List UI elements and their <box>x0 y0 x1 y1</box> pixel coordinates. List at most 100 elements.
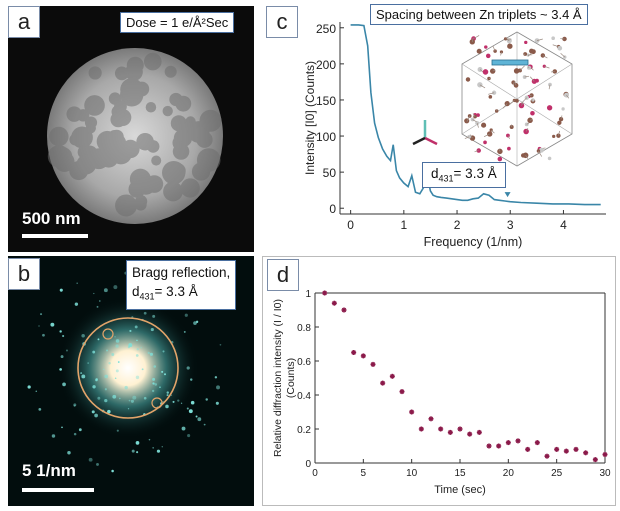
diffraction-spot <box>114 377 117 379</box>
diffraction-spot <box>78 428 82 432</box>
bond <box>492 69 496 72</box>
scatter-point <box>341 307 347 313</box>
x-tick-label: 0 <box>312 468 318 479</box>
bond <box>520 97 528 104</box>
atom <box>529 93 534 98</box>
diffraction-spot <box>106 349 109 352</box>
particle-blob <box>114 100 127 113</box>
particle-blob <box>49 126 69 147</box>
diffraction-spot <box>96 305 99 308</box>
diffraction-spot <box>124 385 128 390</box>
atom <box>530 110 535 116</box>
atom <box>527 117 533 124</box>
diffraction-spot <box>136 451 139 454</box>
tem-image-graphic <box>47 48 223 224</box>
diffraction-spot <box>117 361 120 363</box>
diffraction-spot <box>62 334 65 338</box>
bond <box>528 66 530 68</box>
diffraction-spot <box>81 334 85 338</box>
atom <box>551 36 555 41</box>
x-tick-label: 5 <box>361 468 367 479</box>
d-c: d <box>431 166 439 181</box>
crystal-structure-inset <box>461 31 573 167</box>
diffraction-spot <box>181 426 186 431</box>
bond <box>544 65 550 69</box>
bond <box>483 133 490 137</box>
diffraction-spot <box>216 385 220 390</box>
diffraction-spot <box>143 311 147 315</box>
particle-blob <box>126 56 144 74</box>
diffraction-spot <box>76 282 78 285</box>
diffraction-spot <box>153 365 157 368</box>
panel-d-letter: d <box>267 259 299 291</box>
diffraction-spot <box>116 429 119 432</box>
scatter-point <box>534 440 540 446</box>
diffraction-spot <box>103 288 108 293</box>
x-tick-label: 25 <box>551 468 563 479</box>
particle-blob <box>185 116 196 127</box>
scatter-point <box>322 290 328 296</box>
particle-blob <box>99 148 119 168</box>
bond <box>500 51 502 56</box>
diffraction-spot <box>131 449 135 453</box>
atom <box>524 40 528 45</box>
scatter-point <box>360 353 366 359</box>
atom <box>522 152 529 159</box>
bond <box>498 148 501 152</box>
bond <box>508 100 515 106</box>
scatter-point <box>418 426 424 432</box>
bond <box>513 81 517 86</box>
diffraction-spot <box>186 366 190 370</box>
scatter-point <box>563 448 569 454</box>
atom <box>507 43 513 49</box>
bragg-sub: 431 <box>139 291 155 302</box>
atom <box>497 148 503 155</box>
bond <box>464 136 470 139</box>
diffraction-spot <box>59 330 62 333</box>
bond <box>551 71 555 73</box>
bond <box>474 150 479 153</box>
particle-blob <box>120 78 144 102</box>
particle-blob <box>172 143 190 160</box>
zn-triplet-spacing-marker <box>491 59 529 66</box>
particle-blob <box>84 95 105 116</box>
diffraction-spot <box>195 320 199 323</box>
y-tick-label: 1 <box>305 289 311 300</box>
bragg-spot-marker-2 <box>151 397 163 409</box>
scatter-point <box>438 426 444 432</box>
x-tick-label: 15 <box>454 468 466 479</box>
diffraction-spot <box>161 446 163 448</box>
diffraction-spot <box>115 369 119 373</box>
scatter-point <box>583 450 589 456</box>
scatter-point <box>447 429 453 435</box>
y-axis-label-unit: (Counts) <box>285 358 297 398</box>
panel-b-diffraction: b Bragg reflection, d431= 3.3 Å 5 1/nm <box>8 256 254 506</box>
panel-b-letter: b <box>8 258 40 290</box>
d-sub-c: 431 <box>438 173 454 184</box>
diffraction-spot <box>42 333 45 337</box>
y-tick-label: 50 <box>323 166 337 180</box>
particle-blob <box>129 168 151 190</box>
diffraction-spot <box>162 350 165 353</box>
diffraction-spot <box>190 400 195 405</box>
atom <box>557 45 563 51</box>
bond <box>507 135 510 140</box>
line-chart-svg: 0 1 2 3 4 0 50 100 150 200 250 Frequency (1/nm) Inte… <box>303 22 606 249</box>
bond <box>502 103 508 109</box>
x-tick-label: 4 <box>560 218 567 232</box>
atom <box>484 45 488 49</box>
atom <box>481 122 487 128</box>
atom <box>538 147 544 153</box>
bond <box>560 52 566 58</box>
y-tick-label: 0 <box>305 459 311 470</box>
particle-blob <box>163 181 183 202</box>
diffraction-spot <box>74 302 79 306</box>
diffraction-spot <box>95 378 98 382</box>
diffraction-spot <box>215 401 219 405</box>
diffraction-spot <box>186 407 189 410</box>
bond <box>558 130 560 136</box>
bond <box>529 76 535 82</box>
atom <box>489 68 496 74</box>
diffraction-spot <box>135 441 140 445</box>
bragg-reflection-label: Bragg reflection, d431= 3.3 Å <box>126 260 237 310</box>
